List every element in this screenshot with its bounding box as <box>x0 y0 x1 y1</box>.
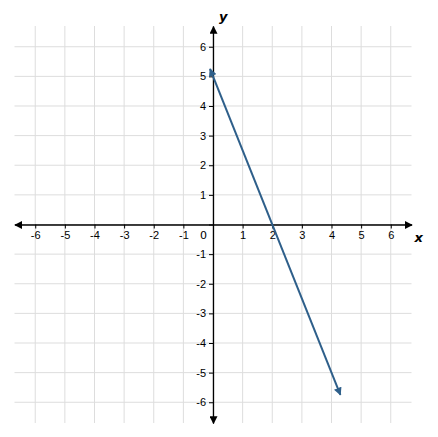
tick: -3 <box>120 225 130 242</box>
tick: -2 <box>196 278 213 290</box>
tick: -1 <box>179 225 189 242</box>
tick: 3 <box>200 130 213 142</box>
tick-label: -3 <box>196 307 206 319</box>
tick-label: -5 <box>60 229 70 241</box>
tick-label: -1 <box>196 248 206 260</box>
tick-label: 0 <box>200 229 207 242</box>
tick-label: 4 <box>329 229 335 241</box>
tick-label: -3 <box>120 229 130 241</box>
tick-label: -4 <box>90 229 100 241</box>
tick <box>209 225 213 226</box>
tick-mark <box>154 225 155 229</box>
tick-label: 6 <box>200 41 206 53</box>
tick-label: 4 <box>200 100 206 112</box>
tick-mark <box>332 225 333 229</box>
tick-mark <box>65 225 66 229</box>
tick-mark <box>209 284 213 285</box>
tick-label: 1 <box>200 189 206 201</box>
tick-mark <box>302 225 303 229</box>
tick-mark <box>209 136 213 137</box>
tick-label: -5 <box>196 367 206 379</box>
tick: -4 <box>90 225 100 242</box>
tick-mark <box>209 165 213 166</box>
tick-mark <box>94 225 95 229</box>
y-axis-line <box>213 27 214 424</box>
chart: -6-5-4-3-2-1123456-6-5-4-3-2-11234560xy <box>0 0 438 437</box>
tick-mark <box>209 343 213 344</box>
tick-mark <box>124 225 125 229</box>
tick-mark <box>209 106 213 107</box>
tick-label: -2 <box>149 229 159 241</box>
tick-mark <box>243 225 244 229</box>
tick: -6 <box>196 396 213 408</box>
tick-mark <box>209 313 213 314</box>
marks <box>210 69 340 395</box>
tick-mark <box>391 225 392 229</box>
tick: 6 <box>388 225 394 242</box>
tick-label: 3 <box>299 229 305 241</box>
tick-mark <box>183 225 184 229</box>
tick: 3 <box>299 225 305 242</box>
plot: -6-5-4-3-2-1123456-6-5-4-3-2-11234560xy <box>15 9 424 424</box>
tick-label: -1 <box>179 229 189 241</box>
tick-mark <box>209 402 213 403</box>
tick-mark <box>209 254 213 255</box>
tick-label: -6 <box>196 396 206 408</box>
tick-label: 3 <box>200 130 206 142</box>
y-axis-title: y <box>219 9 228 24</box>
tick: -5 <box>60 225 70 242</box>
tick: -3 <box>196 307 213 319</box>
tick: 6 <box>200 41 213 53</box>
tick: -1 <box>196 248 213 260</box>
tick-label: 5 <box>359 229 365 241</box>
tick: -6 <box>31 225 41 242</box>
y-axis: -6 -5 -4 -3 -2 -1 1 2 3 4 5 6 <box>196 27 213 424</box>
tick-label: 1 <box>240 229 246 241</box>
tick: -4 <box>196 337 213 349</box>
tick-mark <box>35 225 36 229</box>
tick: 5 <box>359 225 365 242</box>
tick-mark <box>209 47 213 48</box>
tick-label: -2 <box>196 278 206 290</box>
tick-mark <box>209 373 213 374</box>
tick-label: -6 <box>31 229 41 241</box>
x-axis-title: x <box>414 230 424 245</box>
tick: -2 <box>149 225 159 242</box>
tick: 2 <box>200 159 213 171</box>
tick: 4 <box>200 100 213 112</box>
tick-mark <box>209 195 213 196</box>
tick-label: 5 <box>200 70 206 82</box>
tick: 1 <box>200 189 213 201</box>
tick-label: -4 <box>196 337 206 349</box>
tick: 4 <box>329 225 335 242</box>
grid <box>15 26 412 423</box>
tick-mark <box>209 225 213 226</box>
tick-label: 6 <box>388 229 394 241</box>
tick: -5 <box>196 367 213 379</box>
tick: 1 <box>240 225 246 242</box>
tick-label: 2 <box>200 159 206 171</box>
tick-mark <box>361 225 362 229</box>
line <box>210 69 340 395</box>
